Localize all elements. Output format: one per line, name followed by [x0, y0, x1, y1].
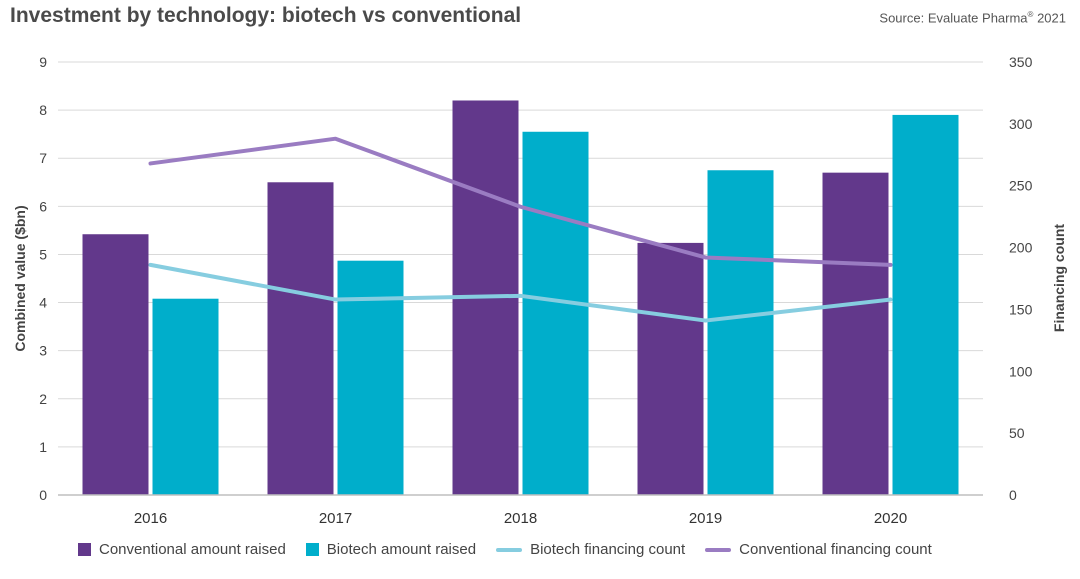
x-tick-label: 2020: [874, 510, 907, 527]
bar-conventional-amount: [637, 242, 704, 495]
legend-item-biotech-amount: Biotech amount raised: [305, 541, 477, 558]
y2-tick-label: 200: [1009, 240, 1033, 256]
legend-swatch-conventional-amount: [78, 543, 91, 556]
x-tick-label: 2018: [504, 510, 537, 527]
legend-swatch-biotech-amount: [305, 543, 319, 556]
legend-label: Biotech financing count: [530, 541, 686, 558]
x-tick-label: 2017: [319, 510, 352, 527]
y2-tick-label: 250: [1009, 178, 1033, 194]
y-tick-label: 8: [39, 102, 47, 118]
legend: Conventional amount raised Biotech amoun…: [78, 541, 952, 558]
y2-axis-title: Financing count: [1051, 224, 1067, 332]
legend-swatch-conventional-count: [705, 547, 732, 552]
y2-tick-label: 150: [1009, 301, 1033, 317]
y2-tick-label: 300: [1009, 116, 1033, 132]
legend-label: Conventional financing count: [739, 541, 932, 558]
bar-biotech-amount: [152, 298, 219, 495]
y2-tick-label: 50: [1009, 425, 1025, 441]
bar-biotech-amount: [707, 170, 774, 495]
y-tick-label: 2: [39, 391, 47, 407]
y-tick-label: 9: [39, 54, 47, 70]
y-tick-label: 0: [39, 487, 47, 503]
y-tick-label: 6: [39, 198, 47, 214]
x-tick-label: 2016: [134, 510, 167, 527]
chart-title: Investment by technology: biotech vs con…: [10, 4, 522, 27]
source-note: Source: Evaluate Pharma® 2021: [879, 10, 1066, 25]
y-tick-label: 5: [39, 246, 47, 262]
line-biotech-financing-count: [148, 262, 893, 323]
legend-item-conventional-count: Conventional financing count: [705, 541, 932, 558]
y2-tick-label: 350: [1009, 54, 1033, 70]
legend-item-conventional-amount: Conventional amount raised: [78, 541, 286, 558]
bar-biotech-amount: [337, 260, 404, 495]
y-tick-label: 3: [39, 343, 47, 359]
source-year: 2021: [1033, 10, 1066, 26]
bar-conventional-amount: [82, 234, 149, 495]
bar-biotech-amount: [522, 131, 589, 495]
legend-label: Biotech amount raised: [326, 541, 477, 558]
x-tick-label: 2019: [689, 510, 722, 527]
bar-conventional-amount: [267, 182, 334, 495]
line-conventional-financing-count: [148, 136, 893, 267]
y-axis-title: Combined value ($bn): [12, 205, 28, 351]
legend-item-biotech-count: Biotech financing count: [496, 541, 685, 558]
bar-biotech-amount: [892, 114, 959, 495]
legend-swatch-biotech-count: [496, 547, 523, 552]
legend-label: Conventional amount raised: [99, 541, 286, 558]
source-registered-mark: ®: [1027, 10, 1034, 19]
source-text: Source: Evaluate Pharma: [879, 10, 1028, 26]
y-tick-label: 1: [39, 439, 47, 455]
bar-conventional-amount: [822, 172, 889, 495]
y-tick-label: 4: [39, 295, 47, 311]
y2-tick-label: 0: [1009, 487, 1017, 503]
y-tick-label: 7: [39, 150, 47, 166]
y2-tick-label: 100: [1009, 363, 1033, 379]
